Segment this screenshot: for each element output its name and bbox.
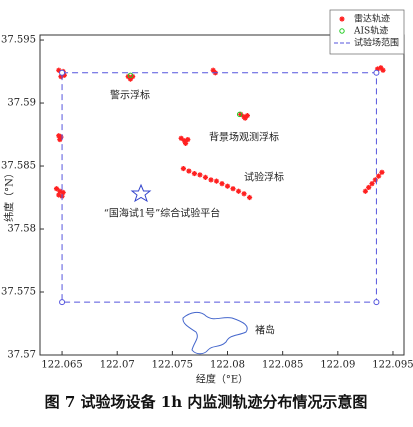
x-tick-label: 122.09	[320, 360, 355, 371]
x-tick-label: 122.095	[372, 360, 413, 371]
ais-point	[236, 111, 243, 118]
radar-point	[208, 177, 214, 183]
x-axis-label: 经度（°E）	[196, 373, 248, 386]
radar-point	[372, 177, 378, 183]
radar-point	[238, 111, 244, 117]
radar-point	[376, 173, 382, 179]
radar-point	[242, 115, 248, 121]
radar-point	[224, 183, 231, 189]
radar-point	[369, 181, 375, 187]
radar-point	[362, 188, 368, 194]
range-corner	[373, 299, 380, 306]
annotation: “国海试1号”综合试验平台	[104, 207, 221, 220]
radar-point	[57, 188, 63, 194]
radar-point	[180, 165, 186, 172]
x-tick-label: 122.07	[100, 360, 135, 371]
range-corner	[59, 299, 66, 306]
y-tick-label: 37.585	[1, 161, 36, 172]
y-tick-label: 37.59	[7, 98, 36, 109]
radar-point	[244, 113, 250, 119]
radar-point	[366, 184, 372, 191]
radar-point	[183, 140, 189, 146]
radar-point	[339, 16, 345, 22]
radar-point	[241, 191, 247, 197]
annotation: 褚岛	[255, 324, 275, 337]
y-tick-label: 37.57	[7, 350, 36, 361]
radar-point	[181, 138, 188, 144]
legend-label: 雷达轨迹	[354, 13, 390, 25]
radar-point	[178, 135, 184, 141]
radar-point	[197, 172, 203, 178]
range-corner	[59, 69, 66, 76]
radar-point	[58, 134, 64, 140]
plot-frame	[39, 34, 405, 356]
range-boundary	[61, 72, 377, 303]
platform-star	[130, 183, 152, 203]
radar-point	[185, 136, 191, 143]
radar-point	[56, 192, 62, 198]
annotation: 试验浮标	[244, 171, 284, 184]
radar-point	[191, 170, 198, 177]
x-tick-label: 122.065	[41, 360, 82, 371]
radar-point	[127, 76, 134, 82]
radar-point	[379, 169, 385, 175]
caption: 图 7 试验场设备 1h 内监测轨迹分布情况示意图	[45, 393, 368, 411]
y-axis-label: 纬度（°N）	[3, 168, 16, 222]
x-tick-label: 122.085	[262, 360, 303, 371]
radar-point	[246, 194, 253, 201]
radar-point	[61, 72, 67, 78]
radar-point	[58, 73, 64, 80]
ais-point	[127, 72, 134, 79]
radar-point	[378, 65, 384, 71]
ais-point	[339, 28, 345, 34]
radar-point	[210, 67, 216, 73]
radar-point	[380, 67, 386, 73]
radar-point	[202, 174, 209, 180]
x-tick-label: 122.08	[210, 360, 245, 371]
radar-point	[235, 188, 242, 194]
radar-point	[56, 133, 62, 139]
radar-point	[374, 66, 381, 72]
legend-label: AIS轨迹	[353, 25, 388, 37]
annotation: 警示浮标	[110, 89, 150, 102]
radar-point	[230, 186, 236, 192]
radar-point	[60, 189, 66, 196]
y-tick-label: 37.575	[1, 287, 36, 298]
island-outline	[182, 311, 248, 355]
y-tick-label: 37.58	[7, 224, 36, 235]
annotation: 背景场观测浮标	[209, 131, 279, 144]
radar-point	[186, 168, 192, 174]
range-corner	[373, 69, 380, 76]
radar-point	[213, 178, 220, 184]
x-tick-label: 122.075	[152, 360, 193, 371]
y-tick-label: 37.595	[1, 35, 36, 46]
radar-point	[219, 181, 225, 187]
radar-point	[56, 67, 62, 73]
legend-label: 试验场范围	[354, 37, 399, 49]
radar-point	[57, 136, 63, 143]
radar-point	[53, 186, 60, 192]
